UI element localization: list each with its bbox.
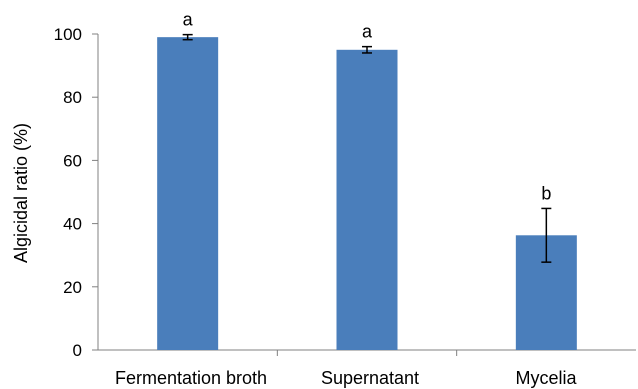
y-tick-label: 40	[63, 215, 82, 234]
significance-labels: a a b	[183, 10, 552, 204]
y-tick-label: 80	[63, 88, 82, 107]
bar	[157, 37, 219, 350]
y-tick-label: 20	[63, 278, 82, 297]
significance-letter: a	[362, 22, 373, 42]
x-tick-labels: Fermentation broth Supernatant Mycelia	[115, 368, 578, 388]
x-tick-label: Supernatant	[321, 368, 419, 388]
y-tick-label: 100	[54, 25, 82, 44]
x-tick-label: Fermentation broth	[115, 368, 267, 388]
x-tick-label: Mycelia	[515, 368, 577, 388]
bar	[336, 49, 398, 351]
significance-letter: b	[541, 183, 551, 203]
significance-letter: a	[183, 10, 194, 30]
error-bars	[182, 33, 552, 263]
y-tick-label: 60	[63, 151, 82, 170]
y-axis-title: Algicidal ratio (%)	[11, 123, 31, 263]
y-tick-labels: 0 20 40 60 80 100	[54, 25, 82, 360]
y-tick-label: 0	[73, 341, 82, 360]
bars	[157, 37, 577, 351]
